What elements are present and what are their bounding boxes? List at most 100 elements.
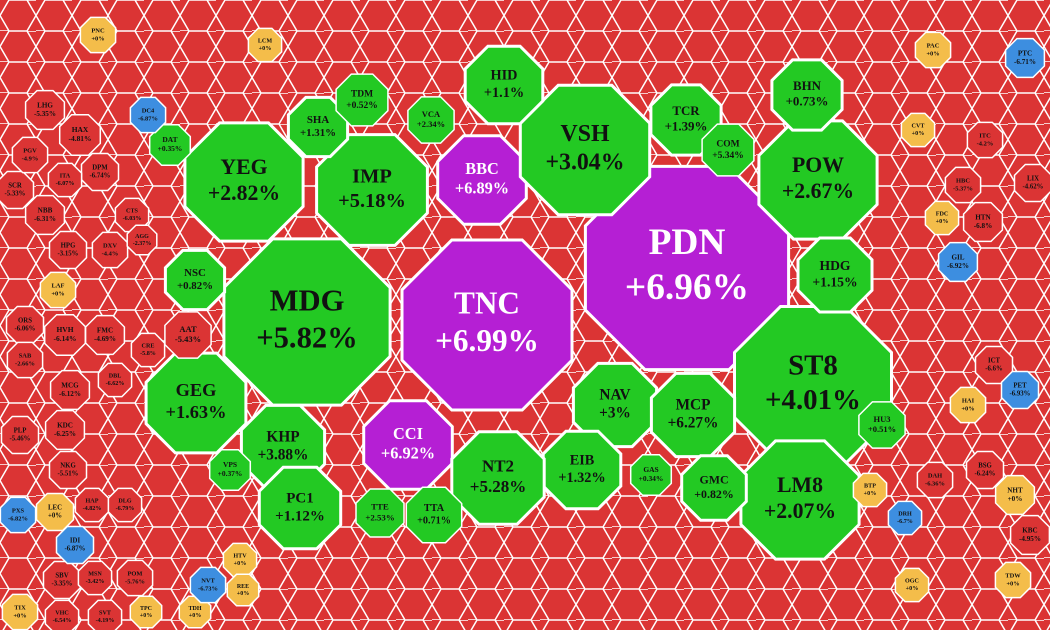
cell	[949, 386, 987, 424]
change: +0%	[259, 46, 272, 52]
change: +0%	[91, 35, 104, 42]
change: -5.76%	[125, 578, 145, 585]
change: +0.35%	[158, 144, 183, 153]
ticker: CCI	[393, 424, 423, 443]
cell	[796, 236, 874, 314]
cell	[463, 44, 545, 126]
ticker: PTC	[1018, 49, 1032, 57]
change: -6.71%	[1014, 58, 1036, 66]
change: +0%	[906, 586, 919, 592]
cell	[629, 453, 673, 497]
change: +0%	[864, 491, 877, 497]
ticker: ICT	[988, 357, 1001, 364]
ticker: OGC	[905, 579, 919, 585]
cell	[0, 496, 37, 534]
cell	[189, 566, 227, 604]
ticker: KBC	[1022, 526, 1037, 534]
ticker: GEG	[176, 380, 217, 400]
change: +6.89%	[455, 179, 509, 198]
ticker: DLG	[118, 499, 131, 505]
ticker: PLP	[14, 427, 27, 434]
ticker: ST8	[788, 349, 838, 381]
cell	[97, 362, 133, 398]
cell	[315, 133, 429, 247]
ticker: PC1	[286, 490, 313, 506]
cell	[24, 89, 66, 131]
change: -5.37%	[953, 185, 973, 192]
change: -5.43%	[175, 334, 201, 344]
ticker: HTN	[975, 213, 991, 221]
cell	[222, 542, 258, 578]
cell	[148, 123, 192, 167]
cell	[965, 450, 1005, 490]
change: -6.03%	[123, 216, 142, 222]
cell	[858, 401, 906, 449]
ticker: TDM	[351, 89, 373, 99]
cell	[87, 599, 123, 630]
ticker: HID	[491, 68, 518, 84]
change: -5.46%	[10, 436, 31, 443]
cells: TNC+6.99%PDN+6.96%MDG+5.82%ST8+4.01%BBC+…	[0, 16, 1050, 630]
ticker: NT2	[482, 457, 514, 476]
ticker: TTE	[371, 502, 389, 512]
ticker: LEC	[48, 504, 62, 511]
change: -4.82%	[83, 506, 102, 512]
change: -6.79%	[116, 506, 135, 512]
ticker: HBC	[956, 178, 970, 185]
change: +1.15%	[812, 274, 857, 289]
change: -2.66%	[15, 360, 35, 367]
cell	[770, 58, 844, 132]
cell	[48, 230, 88, 270]
ticker: GMC	[699, 473, 728, 487]
ticker: FDC	[936, 212, 949, 218]
change: +5.34%	[712, 151, 744, 161]
ticker: PXS	[12, 508, 25, 515]
cell	[47, 162, 83, 198]
ticker: DBL	[109, 374, 122, 380]
change: +5.18%	[338, 190, 406, 212]
cell	[91, 231, 129, 269]
change: +3.88%	[258, 447, 309, 464]
change: +2.53%	[365, 512, 394, 522]
cell	[44, 409, 86, 451]
cell	[163, 248, 227, 312]
cell	[247, 27, 283, 63]
ticker: HTV	[233, 554, 247, 560]
change: +3.04%	[545, 150, 624, 176]
change: -6.73%	[198, 585, 218, 592]
change: +0.34%	[639, 474, 664, 483]
change: -6.6%	[985, 366, 1003, 373]
ticker: HPG	[61, 242, 76, 249]
cell	[407, 96, 455, 144]
ticker: DXV	[103, 243, 117, 250]
change: +0.52%	[346, 101, 378, 111]
cell	[257, 465, 343, 551]
change: +4.01%	[765, 384, 861, 416]
cell	[974, 345, 1014, 385]
change: +0.37%	[218, 469, 243, 478]
cell	[58, 113, 102, 157]
ticker: NHT	[1007, 486, 1023, 494]
change: -6.82%	[8, 515, 28, 522]
change: +6.99%	[435, 323, 539, 358]
ticker: SAB	[19, 353, 32, 360]
change: +0%	[48, 513, 62, 520]
cell	[701, 123, 755, 177]
ticker: COM	[716, 139, 739, 149]
cell	[680, 454, 748, 522]
ticker: VSH	[561, 121, 610, 147]
change: +1.32%	[558, 470, 605, 486]
ticker: MDG	[270, 284, 345, 318]
change: -5.33%	[5, 191, 26, 198]
change: +0.71%	[417, 515, 451, 526]
cell	[24, 194, 66, 236]
cell	[130, 332, 166, 368]
change: -6.54%	[53, 618, 72, 624]
change: -3.15%	[58, 251, 79, 258]
ticker: BSG	[978, 462, 992, 469]
ticker: AAT	[179, 324, 197, 334]
change: +1.12%	[275, 508, 325, 524]
change: +2.82%	[208, 181, 280, 205]
cell	[79, 16, 117, 54]
cell	[107, 487, 143, 523]
